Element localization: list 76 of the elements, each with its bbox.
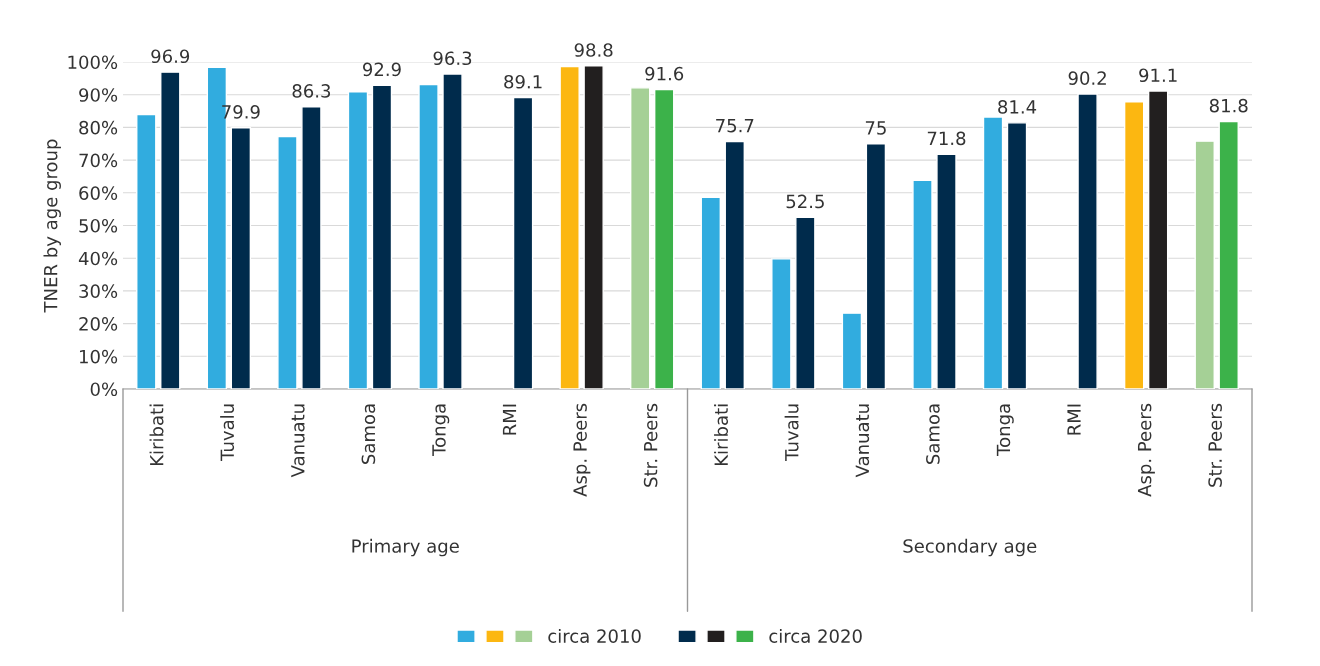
y-tick-label: 50% [79, 218, 118, 233]
data-label: 71.8 [927, 131, 966, 146]
data-label: 75 [865, 121, 886, 135]
data-label: 96.9 [151, 49, 190, 64]
bar [1218, 120, 1239, 389]
bar [653, 88, 675, 389]
text: Primary age [352, 538, 459, 557]
x-tick-label: Tuvalu [220, 404, 235, 461]
x-tick-label: Vanuatu [291, 404, 305, 478]
y-tick-label: 10% [79, 349, 118, 364]
x-tick-label: Tonga [432, 404, 450, 456]
y-tick-label: 0% [90, 382, 118, 397]
bar [1147, 90, 1169, 389]
data-label: 92.9 [363, 62, 401, 77]
x-tick-label: Tonga [996, 404, 1014, 456]
data-label: 86.3 [292, 84, 331, 98]
text: Secondary age [903, 538, 1037, 557]
data-label: 91.6 [645, 66, 684, 81]
legend-label: circa 2010 [548, 628, 641, 643]
y-tick-label: 100% [68, 55, 118, 70]
bar [277, 135, 298, 389]
bar [442, 73, 463, 389]
x-tick-label: Str. Peers [1208, 403, 1222, 487]
bar [771, 258, 792, 389]
x-tick-label: Samoa [926, 404, 940, 464]
x-tick-label: Tuvalu [784, 404, 799, 461]
bar [700, 196, 722, 389]
bar [301, 106, 322, 389]
bar [512, 96, 534, 389]
bar [230, 127, 252, 389]
bar [912, 179, 933, 389]
bar [936, 153, 957, 389]
y-axis-title: TNER by age group [43, 139, 61, 313]
x-tick-label: Kiribati [149, 404, 164, 466]
data-label: 91.1 [1139, 68, 1177, 83]
legend-label: circa 2020 [769, 628, 862, 643]
bar [1006, 122, 1028, 389]
y-tick-label: 40% [78, 251, 118, 266]
data-label: 89.1 [504, 74, 542, 89]
data-label: 98.8 [574, 43, 613, 57]
x-tick-label: Vanuatu [855, 404, 870, 478]
bar [136, 113, 157, 389]
x-tick-label: Str. Peers [643, 403, 658, 487]
bar [559, 65, 580, 389]
bar [347, 91, 369, 389]
bar [160, 71, 181, 389]
data-label: 52.5 [786, 194, 824, 209]
bar [630, 87, 651, 389]
data-label: 90.2 [1068, 71, 1106, 85]
bar [841, 312, 863, 389]
data-label: 81.8 [1209, 98, 1248, 113]
data-label: 75.7 [716, 118, 754, 133]
bar [1123, 101, 1145, 389]
data-label: 81.4 [998, 100, 1037, 114]
x-tick-label: RMI [1067, 404, 1081, 435]
data-label: 96.3 [433, 51, 472, 66]
bar [982, 116, 1004, 389]
bar [724, 140, 745, 389]
bar [1194, 140, 1215, 389]
x-tick-label: RMI [502, 404, 517, 435]
bar [371, 84, 393, 389]
bar [1077, 93, 1098, 389]
bar [583, 65, 604, 389]
y-tick-label: 90% [79, 88, 118, 102]
y-tick-label: 30% [79, 284, 118, 299]
bar [418, 83, 439, 389]
bar [865, 143, 887, 389]
y-tick-label: 80% [79, 120, 118, 135]
x-tick-label: Samoa [361, 404, 376, 464]
bar [795, 216, 816, 389]
x-tick-label: Kiribati [714, 404, 729, 466]
x-tick-label: Asp. Peers [573, 403, 591, 497]
x-tick-label: Asp. Peers [1137, 403, 1155, 497]
y-tick-label: 60% [79, 186, 118, 200]
y-tick-label: 70% [79, 153, 118, 168]
y-tick-label: 20% [79, 317, 118, 331]
